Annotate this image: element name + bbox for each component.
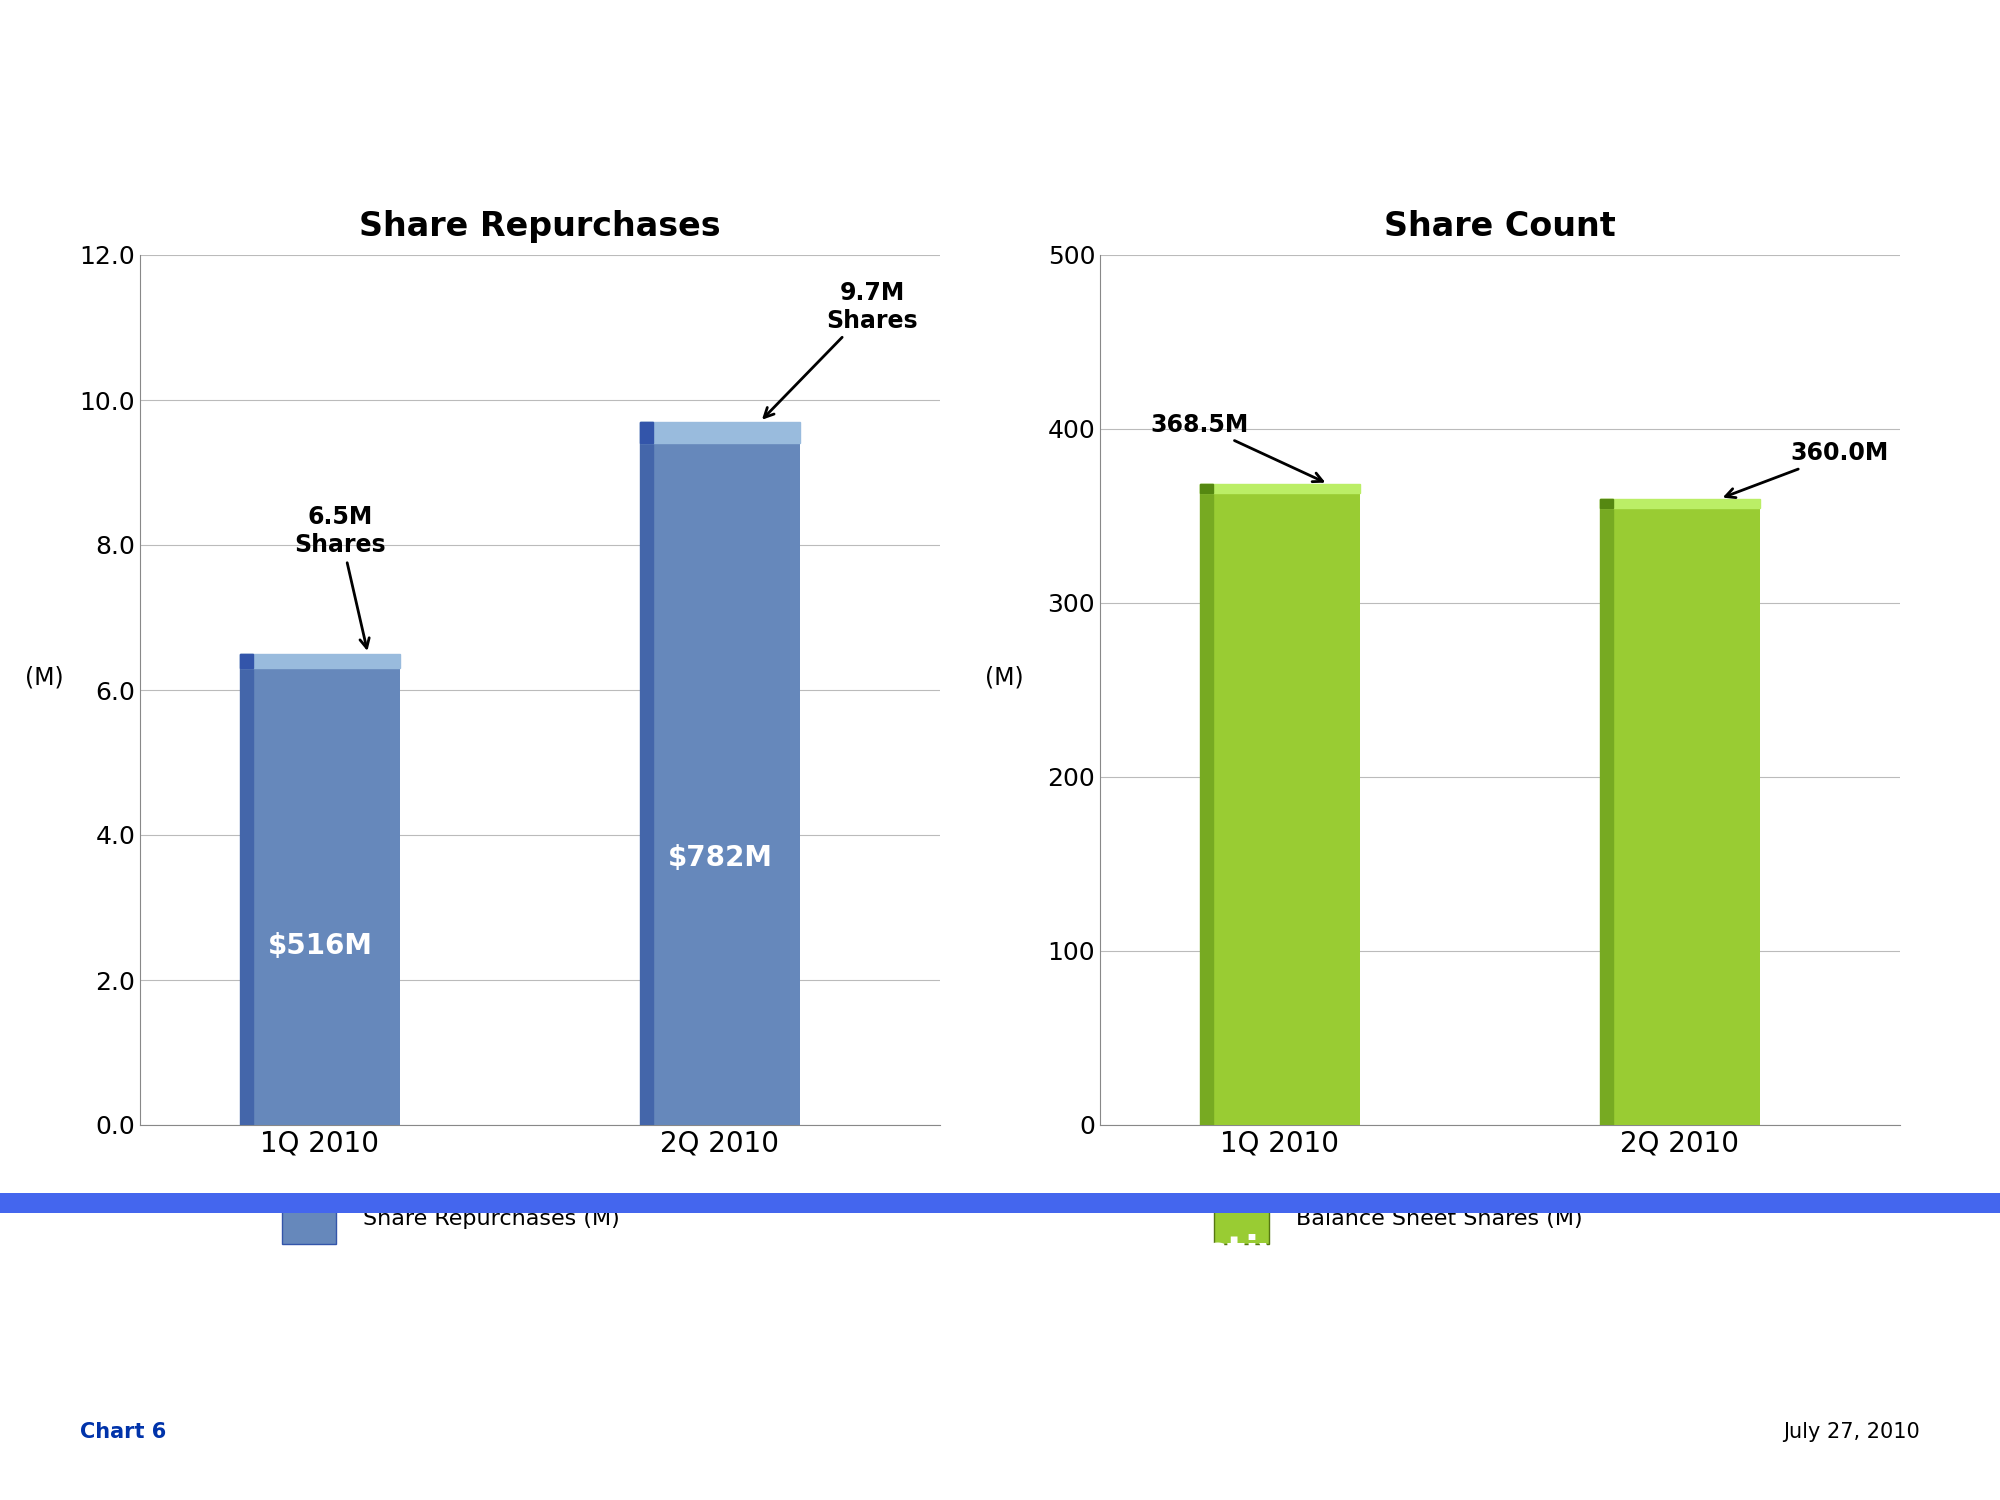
Bar (282, 1194, 336, 1206)
Text: Balance Sheet Shares (M): Balance Sheet Shares (M) (1296, 1209, 1582, 1228)
Text: $516M: $516M (268, 932, 372, 960)
Bar (1600, 498, 1612, 508)
Text: Share Repurchase Activity: Share Repurchase Activity (110, 66, 1222, 140)
Title: Share Count: Share Count (1384, 210, 1616, 243)
Bar (640, 422, 800, 1125)
Bar (1200, 484, 1360, 494)
Bar (0, 1192, 2000, 1214)
Text: Continued Reduction in Outstanding Share Count: Continued Reduction in Outstanding Share… (460, 1298, 1540, 1335)
Bar (640, 422, 652, 442)
Bar (1600, 498, 1612, 1125)
Text: Share Repurchases (M): Share Repurchases (M) (364, 1209, 620, 1228)
Bar (240, 654, 252, 1125)
Bar (1214, 1194, 1268, 1206)
Bar (640, 422, 800, 442)
Bar (282, 1194, 336, 1243)
Text: July 27, 2010: July 27, 2010 (1784, 1422, 1920, 1443)
Bar (240, 654, 400, 1125)
Title: Share Repurchases: Share Repurchases (360, 210, 720, 243)
Bar (1200, 484, 1360, 1125)
Bar (1600, 498, 1760, 1125)
Text: 368.5M: 368.5M (1150, 413, 1322, 482)
Bar (240, 654, 252, 668)
Text: Chart 6: Chart 6 (80, 1422, 166, 1443)
Text: $782M: $782M (668, 844, 772, 871)
Bar (1200, 484, 1212, 494)
Bar (240, 654, 400, 668)
Bar (1600, 498, 1760, 508)
Bar (1200, 484, 1212, 1125)
Text: Strong Share Repurchase Activity ...: Strong Share Repurchase Activity ... (600, 1234, 1400, 1272)
Bar (640, 422, 652, 1125)
Y-axis label: (M): (M) (984, 666, 1024, 690)
Text: 360.0M: 360.0M (1726, 441, 1890, 498)
Text: 6.5M
Shares: 6.5M Shares (294, 506, 386, 648)
Bar (1214, 1194, 1268, 1243)
Y-axis label: (M): (M) (24, 666, 64, 690)
Text: 9.7M
Shares: 9.7M Shares (764, 280, 918, 417)
